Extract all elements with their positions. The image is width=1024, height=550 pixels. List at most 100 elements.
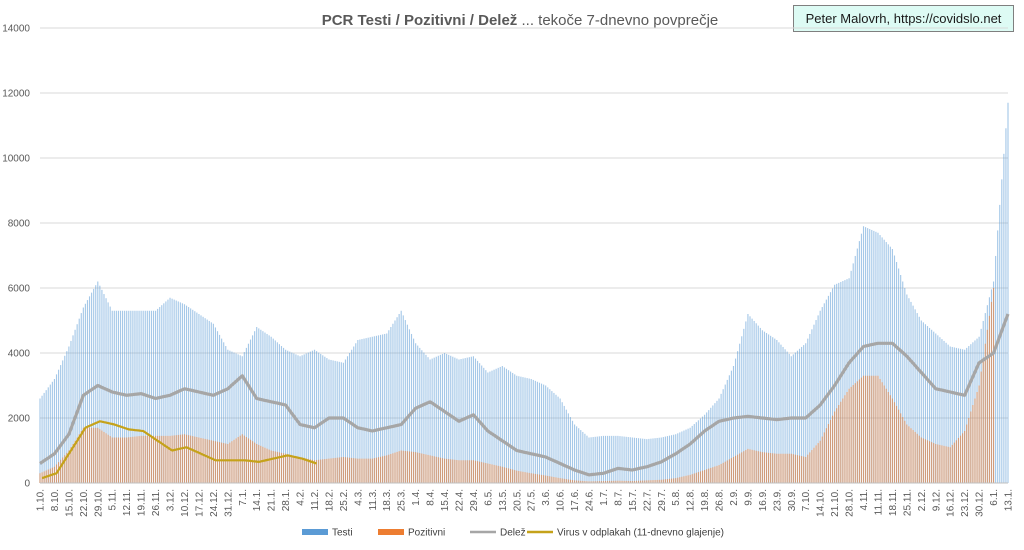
bar-testi <box>875 231 877 483</box>
bar-pozitivni <box>704 470 706 483</box>
bar-testi <box>474 358 477 483</box>
bar-testi <box>933 331 935 483</box>
bar-pozitivni <box>590 481 592 483</box>
bar-testi <box>495 368 497 483</box>
bar-pozitivni <box>524 472 526 483</box>
bar-testi <box>673 434 675 483</box>
bar-pozitivni <box>132 436 134 483</box>
bar-pozitivni <box>72 444 74 483</box>
bar-testi <box>204 318 206 483</box>
bar-testi <box>629 437 631 483</box>
bar-testi <box>185 305 188 483</box>
bar-testi <box>51 381 53 483</box>
bar-testi <box>342 362 344 483</box>
bar-testi <box>679 432 681 483</box>
bar-testi <box>47 387 49 483</box>
bar-pozitivni <box>78 434 80 483</box>
bar-pozitivni <box>916 433 918 483</box>
bar-testi <box>627 437 629 483</box>
bar-testi <box>309 351 311 483</box>
bar-pozitivni <box>413 451 415 483</box>
bar-testi <box>683 430 685 483</box>
bar-pozitivni <box>328 458 330 483</box>
bar-testi <box>386 333 388 483</box>
bar-pozitivni <box>673 478 675 483</box>
bar-pozitivni <box>737 454 739 483</box>
bar-pozitivni <box>852 385 854 483</box>
bar-testi <box>720 393 722 483</box>
gridlines <box>40 27 1008 484</box>
bar-pozitivni <box>895 405 898 483</box>
bar-testi <box>472 356 475 483</box>
bar-pozitivni <box>384 455 386 483</box>
bar-testi <box>392 323 394 483</box>
line-series <box>39 313 1010 480</box>
bar-pozitivni <box>592 481 594 483</box>
bar-pozitivni <box>543 475 545 483</box>
bar-pozitivni <box>256 444 258 483</box>
bar-testi <box>860 233 863 483</box>
x-tick-label: 19.8. <box>700 489 711 511</box>
bar-pozitivni <box>668 478 671 483</box>
bar-testi <box>388 330 390 483</box>
bar-pozitivni <box>821 436 823 483</box>
bar-pozitivni <box>827 424 830 483</box>
bar-testi <box>695 422 697 483</box>
bar-pozitivni <box>873 375 875 483</box>
bar-pozitivni <box>464 460 466 483</box>
bar-testi <box>425 354 427 483</box>
bar-pozitivni <box>865 375 867 483</box>
bar-testi <box>613 435 615 483</box>
bar-pozitivni <box>157 435 159 483</box>
bar-testi <box>877 232 879 483</box>
bar-pozitivni <box>720 463 722 483</box>
bar-pozitivni <box>460 460 462 483</box>
bar-pozitivni <box>813 447 815 483</box>
bar-pozitivni <box>565 479 567 483</box>
bar-pozitivni <box>522 471 524 483</box>
bar-pozitivni <box>264 447 266 483</box>
bar-pozitivni <box>803 456 805 483</box>
bar-pozitivni <box>532 473 534 483</box>
bar-testi <box>398 314 400 483</box>
bar-testi <box>823 303 825 483</box>
bar-testi <box>431 358 433 483</box>
bar-testi <box>782 346 784 483</box>
bar-testi <box>97 281 99 483</box>
bar-pozitivni <box>272 450 274 483</box>
bar-pozitivni <box>95 427 97 483</box>
bar-testi <box>512 372 514 483</box>
bar-pozitivni <box>770 453 772 483</box>
bar-pozitivni <box>939 444 941 483</box>
bar-pozitivni <box>728 459 730 483</box>
bar-testi <box>316 351 318 483</box>
bar-pozitivni <box>503 467 505 483</box>
bar-testi <box>60 365 62 483</box>
bar-testi <box>732 366 735 483</box>
x-tick-label: 16.12. <box>946 489 957 517</box>
bar-pozitivni <box>330 458 332 483</box>
bar-pozitivni <box>361 458 363 483</box>
bar-testi <box>427 357 429 483</box>
bar-pozitivni <box>780 453 782 483</box>
bar-testi <box>893 255 896 483</box>
bar-pozitivni <box>441 458 444 483</box>
bar-testi <box>520 376 522 483</box>
bar-testi <box>433 357 435 483</box>
bar-testi <box>72 335 74 483</box>
bar-testi <box>507 370 510 483</box>
bar-testi <box>924 324 927 483</box>
bar-pozitivni <box>70 447 72 483</box>
bar-testi <box>299 356 301 483</box>
bar-testi <box>652 438 654 483</box>
x-tick-label: 28.10. <box>845 489 856 517</box>
bar-testi <box>615 435 617 483</box>
bar-testi <box>58 369 60 483</box>
x-tick-label: 20.5. <box>512 489 523 511</box>
bar-pozitivni <box>462 460 464 483</box>
bar-testi <box>330 359 332 483</box>
bar-testi <box>656 437 658 483</box>
bar-pozitivni <box>666 479 669 483</box>
bar-testi <box>373 336 375 483</box>
x-tick-label: 11.2. <box>310 489 321 511</box>
